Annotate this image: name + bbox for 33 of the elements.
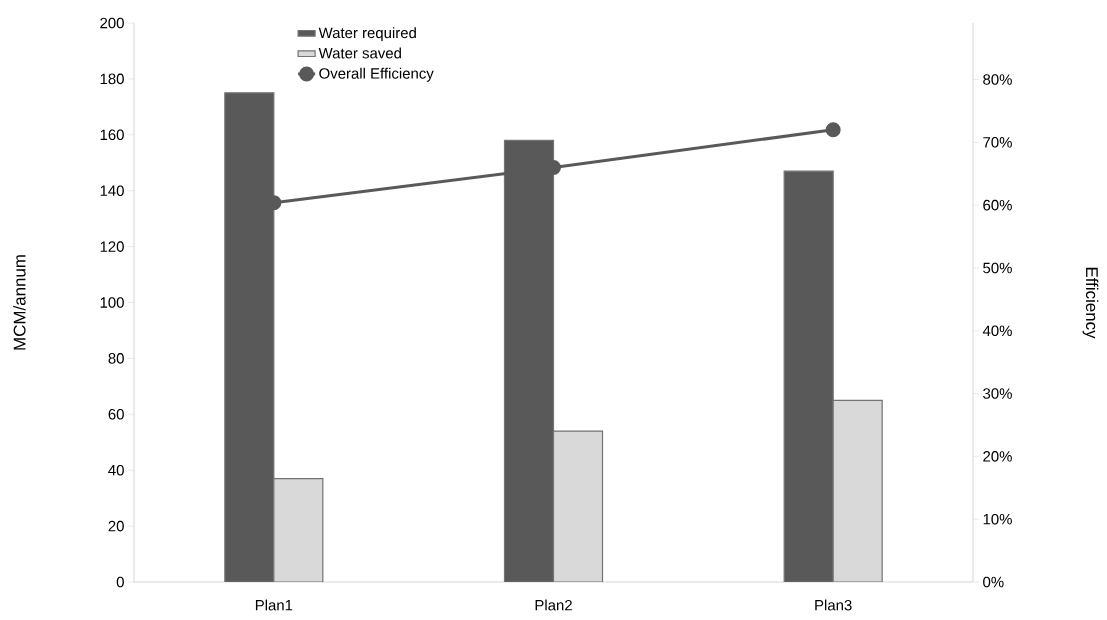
y2-tick-label: 10% <box>983 513 1012 525</box>
x-tick-label: Plan2 <box>535 599 572 611</box>
y2-tick-label: 70% <box>983 137 1012 148</box>
bar <box>273 477 324 582</box>
bar <box>832 399 883 582</box>
legend-label: Water required <box>318 27 416 42</box>
y-tick-label: 20 <box>108 520 124 532</box>
y2-axis-title: Efficiency <box>1082 267 1099 339</box>
legend-label: Overall Efficiency <box>319 67 434 82</box>
y-tick-label: 0 <box>116 576 124 588</box>
y-axis-title: MCM/annum <box>13 255 26 350</box>
bar <box>552 430 604 582</box>
y-tick-label: 180 <box>100 73 124 85</box>
x-tick-label: Plan3 <box>815 599 852 611</box>
y-tick-label: 40 <box>108 464 124 476</box>
y2-tick-label: 50% <box>983 262 1012 274</box>
y2-tick-label: 30% <box>983 388 1012 399</box>
y-tick-label: 60 <box>108 409 124 420</box>
y-tick-label: 200 <box>100 17 124 29</box>
y-tick-label: 80 <box>108 353 124 364</box>
y-tick-label: 160 <box>100 129 124 141</box>
bar <box>783 170 834 582</box>
y2-tick-label: 0% <box>983 576 1004 588</box>
y-tick-label: 120 <box>100 241 124 252</box>
point <box>825 122 841 138</box>
y-tick-label: 100 <box>100 297 124 308</box>
y2-tick-label: 60% <box>983 199 1012 211</box>
y-tick-label: 140 <box>100 185 124 196</box>
x-tick-label: Plan1 <box>255 599 293 611</box>
y2-tick-label: 80% <box>983 74 1012 85</box>
y2-tick-label: 40% <box>982 325 1012 337</box>
y2-tick-label: 20% <box>983 451 1012 462</box>
legend-label: Water saved <box>318 47 401 59</box>
